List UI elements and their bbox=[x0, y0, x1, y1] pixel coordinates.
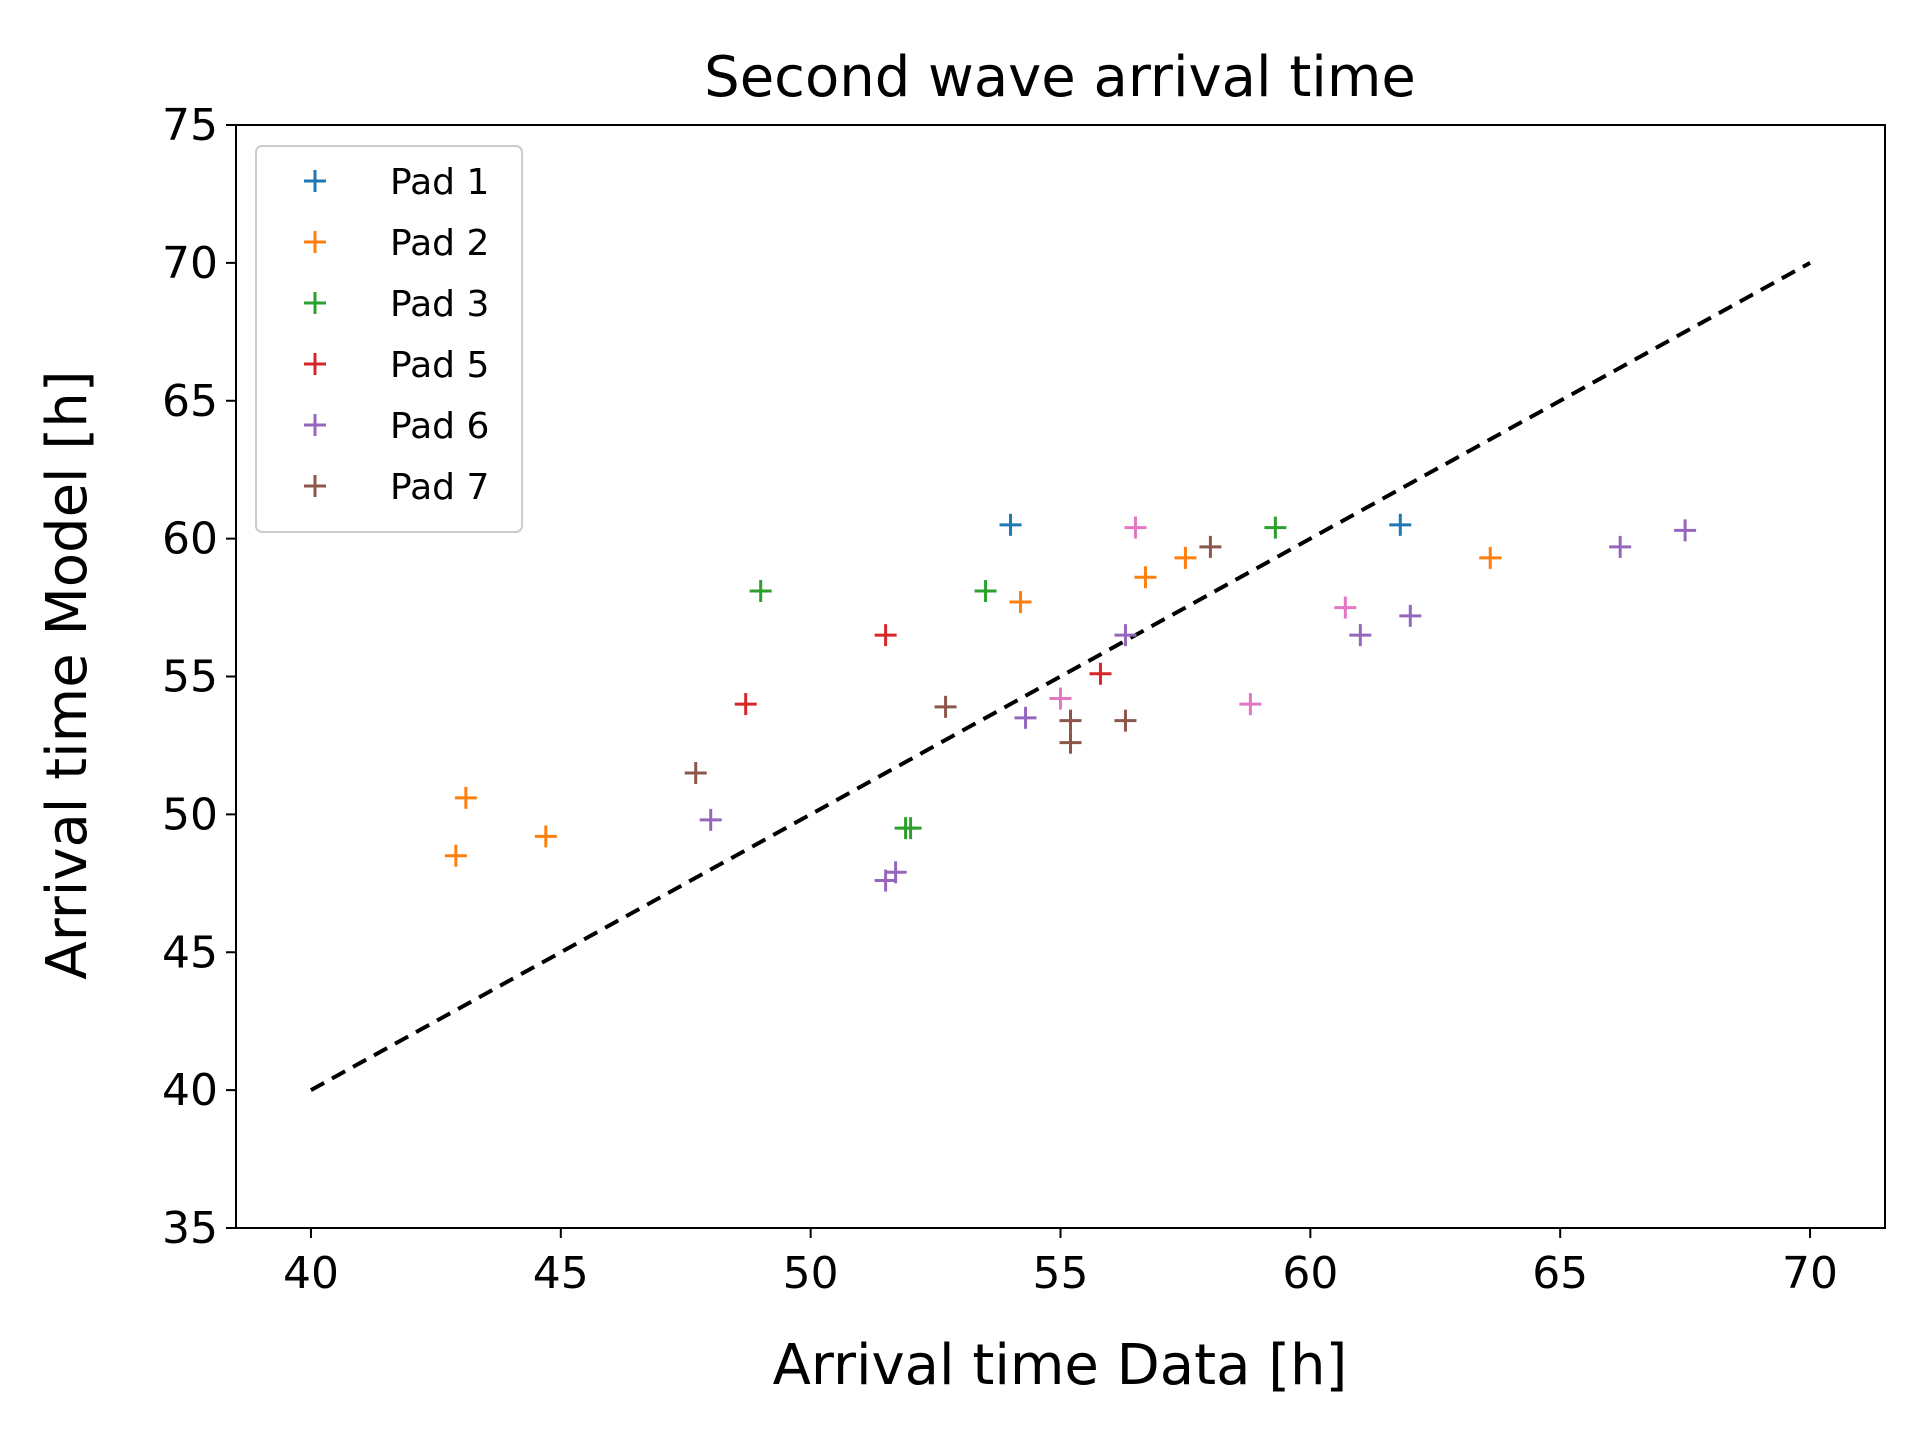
data-point bbox=[444, 844, 467, 867]
data-point bbox=[874, 624, 897, 647]
data-point bbox=[1199, 535, 1222, 558]
y-tick-label: 60 bbox=[162, 514, 218, 565]
data-point bbox=[974, 580, 997, 603]
x-tick-label: 40 bbox=[283, 1248, 339, 1299]
data-point bbox=[1174, 546, 1197, 569]
legend-label: Pad 5 bbox=[390, 345, 489, 386]
data-point bbox=[899, 817, 922, 840]
x-tick-label: 65 bbox=[1532, 1248, 1588, 1299]
y-tick-label: 35 bbox=[162, 1203, 218, 1254]
data-point bbox=[1609, 535, 1632, 558]
legend-marker bbox=[304, 231, 326, 253]
data-point bbox=[1399, 604, 1422, 627]
data-point bbox=[1114, 624, 1137, 647]
legend-marker bbox=[304, 292, 326, 314]
legend-label: Pad 2 bbox=[390, 223, 489, 264]
legend-label: Pad 6 bbox=[390, 406, 489, 447]
data-point bbox=[1349, 624, 1372, 647]
data-point bbox=[454, 786, 477, 809]
series-4 bbox=[734, 624, 1112, 716]
x-tick-label: 45 bbox=[533, 1248, 589, 1299]
x-tick-label: 70 bbox=[1782, 1248, 1838, 1299]
y-tick-label: 75 bbox=[162, 100, 218, 151]
data-point bbox=[1239, 693, 1262, 716]
data-point bbox=[734, 693, 757, 716]
data-point bbox=[1049, 687, 1072, 710]
x-tick-label: 60 bbox=[1282, 1248, 1338, 1299]
legend-marker bbox=[304, 475, 326, 497]
data-point bbox=[1059, 731, 1082, 754]
data-point bbox=[934, 695, 957, 718]
chart-title: Second wave arrival time bbox=[704, 45, 1416, 110]
y-tick-label: 55 bbox=[162, 652, 218, 703]
data-point bbox=[1124, 516, 1147, 539]
y-tick-label: 50 bbox=[162, 789, 218, 840]
data-point bbox=[1674, 519, 1697, 542]
data-point bbox=[699, 808, 722, 831]
data-point bbox=[749, 580, 772, 603]
data-point bbox=[884, 861, 907, 884]
y-axis-label: Arrival time Model [h] bbox=[35, 370, 100, 979]
series-2 bbox=[444, 546, 1502, 867]
plot-frame bbox=[235, 124, 1886, 1229]
plot-area: 40 45 50 55 60 65 70 35 40 45 50 55 60 65 70 75 bbox=[162, 100, 1886, 1299]
data-point bbox=[684, 762, 707, 785]
legend-marker bbox=[304, 414, 326, 436]
y-tick-label: 70 bbox=[162, 238, 218, 289]
data-point bbox=[1334, 596, 1357, 619]
legend-marker bbox=[304, 170, 326, 192]
reference-line bbox=[309, 261, 1812, 1092]
data-point bbox=[1264, 516, 1287, 539]
y-tick-label: 40 bbox=[162, 1065, 218, 1116]
y-tick-label: 45 bbox=[162, 927, 218, 978]
x-tick-label: 55 bbox=[1033, 1248, 1089, 1299]
series-7 bbox=[1049, 516, 1357, 716]
series-1 bbox=[999, 513, 1412, 536]
data-point bbox=[1059, 709, 1082, 732]
data-point bbox=[1114, 709, 1137, 732]
series-5 bbox=[699, 519, 1697, 892]
data-point bbox=[1134, 566, 1157, 589]
data-point bbox=[1089, 662, 1112, 685]
series-3 bbox=[749, 516, 1287, 840]
data-point bbox=[1389, 513, 1412, 536]
legend-marker bbox=[304, 353, 326, 375]
legend-label: Pad 7 bbox=[390, 467, 489, 508]
data-point bbox=[1479, 546, 1502, 569]
series-6 bbox=[684, 535, 1222, 785]
legend: Pad 1 Pad 2 Pad 3 Pad 5 Pad 6 Pad 7 bbox=[255, 145, 523, 533]
legend-label: Pad 1 bbox=[390, 162, 489, 203]
data-point bbox=[534, 825, 557, 848]
data-point bbox=[999, 513, 1022, 536]
data-point bbox=[1009, 591, 1032, 614]
y-tick-label: 65 bbox=[162, 376, 218, 427]
legend-label: Pad 3 bbox=[390, 284, 489, 325]
data-point bbox=[1014, 706, 1037, 729]
x-axis-label: Arrival time Data [h] bbox=[773, 1333, 1348, 1398]
x-tick-label: 50 bbox=[783, 1248, 839, 1299]
